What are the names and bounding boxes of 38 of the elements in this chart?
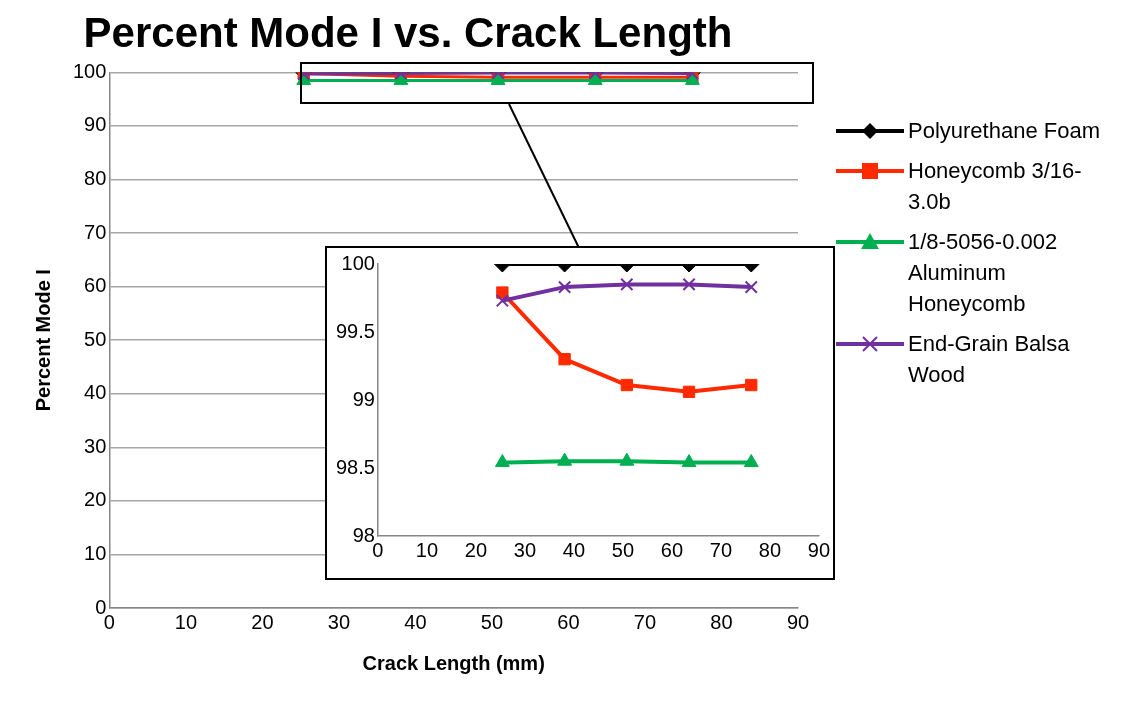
x-tick-label: 30 <box>513 538 537 561</box>
legend-label: Honeycomb 3/16-3.0b <box>908 157 1083 216</box>
y-tick-label: 20 <box>84 488 107 511</box>
x-tick-label: 40 <box>404 610 427 633</box>
y-tick-label: 90 <box>84 113 107 136</box>
x-tick-label: 50 <box>480 610 504 633</box>
legend-label: 1/8-5056-0.002 Aluminum Honeycomb <box>908 228 1059 318</box>
y-tick-label: 40 <box>84 381 107 404</box>
x-tick-label: 10 <box>174 610 198 633</box>
y-tick-label: 100 <box>341 251 375 274</box>
x-tick-label: 20 <box>464 538 488 561</box>
x-tick-label: 90 <box>786 610 810 633</box>
y-tick-label: 60 <box>84 274 107 297</box>
y-tick-label: 98.5 <box>335 455 375 478</box>
y-tick-label: 30 <box>84 434 107 457</box>
chart-title: Percent Mode I vs. Crack Length <box>83 8 733 56</box>
y-tick-label: 99.5 <box>335 319 375 342</box>
x-tick-label: 60 <box>557 610 580 633</box>
y-tick-label: 80 <box>84 167 107 190</box>
y-tick-label: 50 <box>84 327 107 350</box>
y-tick-label: 100 <box>72 59 107 82</box>
y-axis-title: Percent Mode I <box>31 269 54 412</box>
x-tick-label: 80 <box>758 538 782 561</box>
x-tick-label: 90 <box>807 538 830 561</box>
x-axis-title: Crack Length (mm) <box>362 651 545 674</box>
legend-label: Polyurethane Foam <box>908 117 1101 145</box>
x-tick-label: 60 <box>660 538 684 561</box>
x-tick-label: 40 <box>562 538 586 561</box>
x-tick-label: 80 <box>710 610 733 633</box>
y-tick-label: 98 <box>352 523 375 546</box>
legend-label: End-Grain Balsa Wood <box>908 330 1071 389</box>
x-tick-label: 20 <box>251 610 274 633</box>
y-tick-label: 99 <box>352 387 375 410</box>
x-tick-label: 50 <box>611 538 635 561</box>
x-tick-label: 10 <box>415 538 439 561</box>
x-tick-label: 70 <box>709 538 733 561</box>
y-tick-label: 70 <box>84 220 107 243</box>
x-tick-label: 70 <box>633 610 657 633</box>
